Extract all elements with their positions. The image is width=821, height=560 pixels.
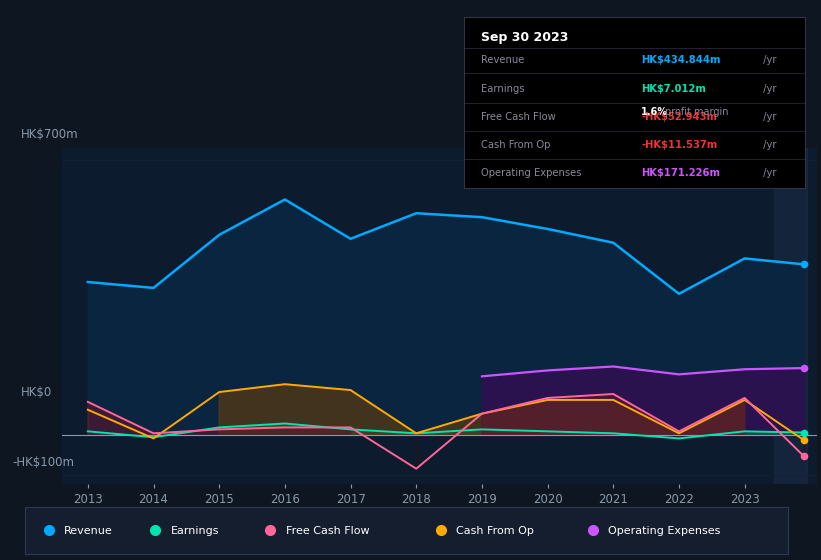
Text: Operating Expenses: Operating Expenses [481, 169, 581, 179]
Text: HK$171.226m: HK$171.226m [641, 169, 720, 179]
Text: -HK$52.943m: -HK$52.943m [641, 112, 717, 122]
Text: Revenue: Revenue [64, 526, 113, 535]
Text: HK$700m: HK$700m [21, 128, 78, 141]
Text: HK$0: HK$0 [21, 385, 52, 399]
Text: 1.6%: 1.6% [641, 106, 668, 116]
Text: HK$7.012m: HK$7.012m [641, 83, 706, 94]
Text: Free Cash Flow: Free Cash Flow [286, 526, 369, 535]
Text: -HK$100m: -HK$100m [12, 455, 75, 469]
Text: Revenue: Revenue [481, 55, 525, 66]
Text: /yr: /yr [760, 169, 777, 179]
Text: HK$434.844m: HK$434.844m [641, 55, 721, 66]
Text: Free Cash Flow: Free Cash Flow [481, 112, 556, 122]
Text: /yr: /yr [760, 112, 777, 122]
Text: Sep 30 2023: Sep 30 2023 [481, 31, 568, 44]
Text: /yr: /yr [760, 140, 777, 150]
Text: Earnings: Earnings [171, 526, 219, 535]
Text: -HK$11.537m: -HK$11.537m [641, 140, 718, 150]
Text: Operating Expenses: Operating Expenses [608, 526, 720, 535]
Bar [774, 148, 807, 484]
Text: Cash From Op: Cash From Op [456, 526, 534, 535]
Text: /yr: /yr [760, 83, 777, 94]
Text: /yr: /yr [760, 55, 777, 66]
Text: Earnings: Earnings [481, 83, 525, 94]
Text: Cash From Op: Cash From Op [481, 140, 550, 150]
Text: profit margin: profit margin [665, 106, 728, 116]
